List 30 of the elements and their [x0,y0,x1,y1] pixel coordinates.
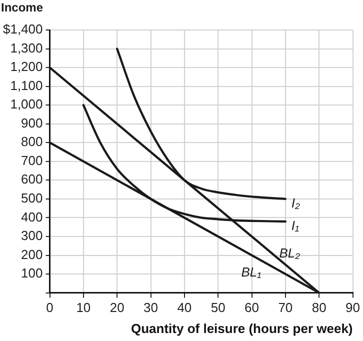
y-tick-label: 500 [21,190,43,206]
y-tick-label: 800 [21,134,43,150]
y-tick-label: 1,300 [10,40,43,56]
y-axis-title: Income [1,0,44,14]
series-label: I₂ [291,196,300,211]
y-tick-label: 400 [21,209,43,224]
y-tick-label: 900 [21,115,43,130]
x-tick-label: 40 [177,300,192,316]
x-tick-label: 60 [244,300,259,316]
x-tick-label: 20 [110,300,124,316]
y-tick-label: 200 [21,246,43,262]
x-tick-label: 0 [46,300,54,316]
y-tick-label: 1,100 [10,78,43,93]
y-tick-label: 600 [21,172,43,187]
y-tick-label: 100 [21,266,43,281]
y-tick-label: $1,400 [2,22,43,37]
x-tick-label: 80 [312,300,326,316]
series-label: I₁ [291,218,300,234]
series-label: BL₂ [279,245,300,260]
y-tick-label: 1,200 [10,59,43,74]
x-axis-title: Quantity of leisure (hours per week) [130,320,353,336]
x-tick-label: 70 [278,300,293,316]
x-tick-label: 10 [76,300,91,316]
y-tick-label: 700 [21,152,43,168]
y-tick-label: 1,000 [10,96,43,112]
y-tick-label: 300 [21,228,43,244]
x-tick-label: 30 [144,300,158,316]
x-tick-label: 50 [210,300,226,316]
series-label: BL₁ [241,264,262,280]
x-tick-label: 90 [346,300,360,316]
